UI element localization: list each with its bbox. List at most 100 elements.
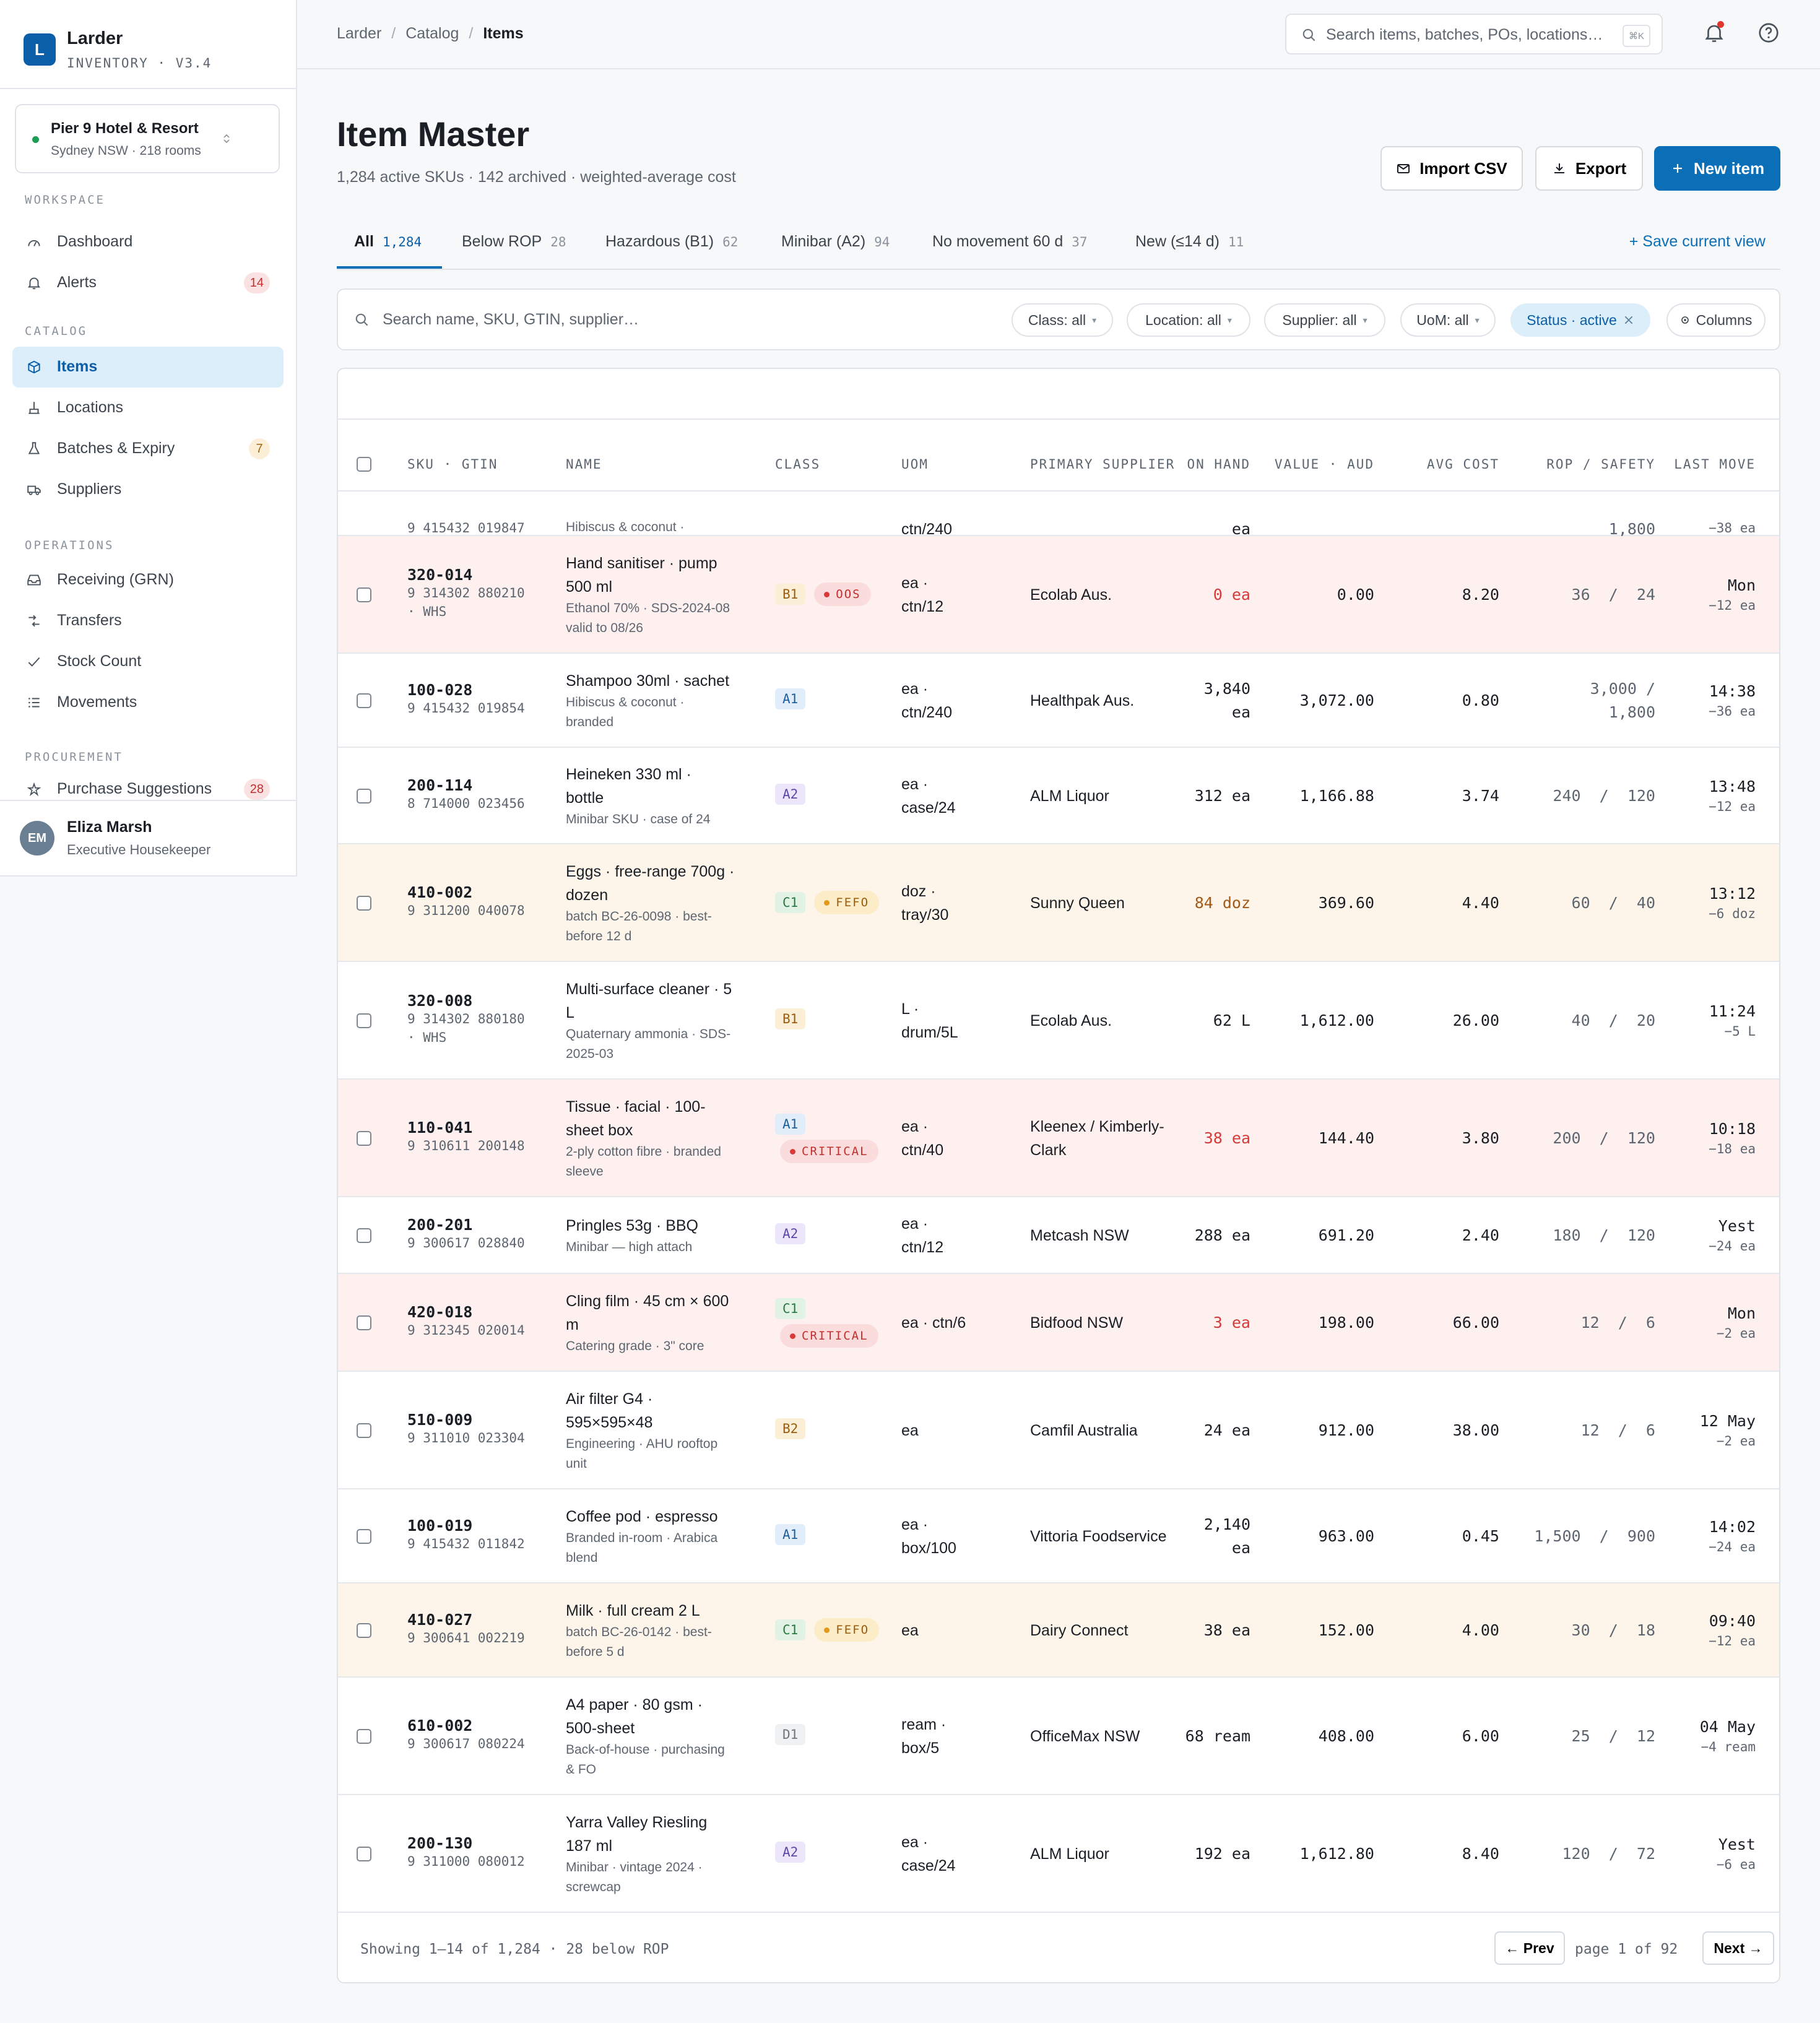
sidebar-item-batches-expiry[interactable]: Batches & Expiry 7	[12, 428, 284, 469]
row-checkbox[interactable]	[357, 1847, 371, 1861]
item-name[interactable]: 500 ml	[566, 578, 613, 596]
filter-uom[interactable]: UoM: all ▾	[1400, 303, 1496, 337]
close-icon[interactable]	[1623, 314, 1634, 326]
supplier-name[interactable]: Kleenex / Kimberly-	[1030, 1118, 1164, 1135]
tab-all[interactable]: All 1,284	[354, 233, 422, 269]
item-name[interactable]: Eggs · free-range 700g ·	[566, 863, 735, 880]
sidebar-item-receiving-grn[interactable]: Receiving (GRN)	[12, 560, 284, 600]
item-name[interactable]: Cling film · 45 cm × 600	[566, 1293, 729, 1310]
table-row[interactable]: 410-002 9 311200 040078 Eggs · free-range …	[338, 844, 1779, 962]
sku[interactable]: 510-009	[407, 1411, 473, 1429]
tab-below-rop[interactable]: Below ROP 28	[462, 233, 566, 269]
sidebar-item-alerts[interactable]: Alerts 14	[12, 262, 284, 303]
filter-class[interactable]: Class: all ▾	[1012, 303, 1113, 337]
sidebar-item-movements[interactable]: Movements	[12, 682, 284, 723]
breadcrumb-larder[interactable]: Larder	[337, 25, 382, 42]
table-search-input[interactable]: Search name, SKU, GTIN, supplier…	[383, 311, 639, 328]
sku[interactable]: 420-018	[407, 1303, 473, 1321]
sku[interactable]: 410-002	[407, 883, 473, 901]
import-csv-button[interactable]: Import CSV	[1380, 146, 1523, 191]
row-checkbox[interactable]	[357, 1013, 371, 1028]
item-name[interactable]: Air filter G4 ·	[566, 1390, 653, 1408]
supplier-name[interactable]: Clark	[1030, 1141, 1067, 1159]
item-name[interactable]: Hand sanitiser · pump	[566, 555, 717, 572]
column-header[interactable]: LAST MOVE	[1674, 457, 1756, 472]
column-header[interactable]: ROP / SAFETY	[1546, 457, 1655, 472]
column-header[interactable]: ON HAND	[1187, 457, 1250, 472]
row-checkbox[interactable]	[357, 789, 371, 804]
table-row[interactable]: 320-014 9 314302 880210 · WHS Hand sanitise…	[338, 536, 1779, 654]
item-name[interactable]: L	[566, 1004, 574, 1021]
column-header[interactable]: CLASS	[775, 457, 821, 472]
sku[interactable]: 410-027	[407, 1611, 473, 1629]
new-item-button[interactable]: New item	[1654, 146, 1780, 191]
item-name[interactable]: Heineken 330 ml ·	[566, 766, 691, 783]
sidebar-item-purchase-suggestions[interactable]: Purchase Suggestions 28	[12, 769, 284, 810]
supplier-name[interactable]: Ecolab Aus.	[1030, 1012, 1112, 1029]
column-header[interactable]: UOM	[901, 457, 929, 472]
item-name[interactable]: 500-sheet	[566, 1720, 635, 1737]
global-search-input[interactable]: Search items, batches, POs, locations… ⌘…	[1285, 14, 1663, 54]
supplier-name[interactable]: ALM Liquor	[1030, 787, 1109, 805]
column-header[interactable]: SKU · GTIN	[407, 457, 498, 472]
supplier-name[interactable]: Bidfood NSW	[1030, 1314, 1124, 1332]
table-row[interactable]: 100-019 9 415432 011842 Coffee pod · espre…	[338, 1489, 1779, 1583]
table-row[interactable]: 200-114 8 714000 023456 Heineken 330 ml · b…	[338, 748, 1779, 844]
item-name[interactable]: A4 paper · 80 gsm ·	[566, 1696, 703, 1713]
user-profile[interactable]: EM Eliza Marsh Executive Housekeeper	[0, 800, 296, 875]
sku[interactable]: 320-014	[407, 566, 473, 584]
filter-status-active[interactable]: Status · active	[1510, 303, 1650, 337]
supplier-name[interactable]: Sunny Queen	[1030, 895, 1125, 912]
property-switcher[interactable]: Pier 9 Hotel & Resort Sydney NSW · 218 r…	[15, 104, 280, 173]
row-checkbox[interactable]	[357, 1131, 371, 1146]
column-header[interactable]: VALUE · AUD	[1274, 457, 1374, 472]
filter-location[interactable]: Location: all ▾	[1127, 303, 1250, 337]
sidebar-item-stock-count[interactable]: Stock Count	[12, 641, 284, 682]
table-row[interactable]: 420-018 9 312345 020014 Cling film · 45 cm…	[338, 1274, 1779, 1372]
row-checkbox[interactable]	[357, 1623, 371, 1638]
supplier-name[interactable]: Vittoria Foodservice	[1030, 1528, 1167, 1545]
table-row[interactable]: 610-002 9 300617 080224 A4 paper · 80 gsm …	[338, 1678, 1779, 1795]
sku[interactable]: 320-008	[407, 992, 473, 1010]
sidebar-item-locations[interactable]: Locations	[12, 388, 284, 428]
table-row[interactable]: 410-027 9 300641 002219 Milk · full cream …	[338, 1583, 1779, 1678]
sidebar-item-transfers[interactable]: Transfers	[12, 600, 284, 641]
sku[interactable]: 100-019	[407, 1517, 473, 1535]
table-row[interactable]: 510-009 9 311010 023304 Air filter G4 · 595…	[338, 1372, 1779, 1489]
sku[interactable]: 200-201	[407, 1216, 473, 1234]
row-checkbox[interactable]	[357, 1228, 371, 1243]
item-name[interactable]: Coffee pod · espresso	[566, 1508, 718, 1525]
row-checkbox[interactable]	[357, 1729, 371, 1744]
item-name[interactable]: sheet box	[566, 1122, 633, 1139]
supplier-name[interactable]: Ecolab Aus.	[1030, 586, 1112, 604]
supplier-name[interactable]: ALM Liquor	[1030, 1845, 1109, 1863]
row-checkbox[interactable]	[357, 1423, 371, 1438]
next-page-button[interactable]: Next →	[1702, 1931, 1774, 1965]
sidebar-item-suppliers[interactable]: Suppliers	[12, 469, 284, 510]
table-row[interactable]: 200-130 9 311000 080012 Yarra Valley Riesl…	[338, 1795, 1779, 1913]
item-name[interactable]: bottle	[566, 789, 604, 807]
sku[interactable]: 610-002	[407, 1717, 473, 1735]
select-all-checkbox[interactable]	[357, 457, 371, 472]
tab-no-movement-60-d[interactable]: No movement 60 d 37	[932, 233, 1088, 269]
sku[interactable]: 110-041	[407, 1119, 473, 1137]
row-checkbox[interactable]	[357, 693, 371, 708]
supplier-name[interactable]: Healthpak Aus.	[1030, 692, 1135, 709]
sku[interactable]: 200-130	[407, 1834, 473, 1852]
columns-button[interactable]: Columns	[1666, 303, 1766, 337]
save-view-link[interactable]: + Save current view	[1629, 233, 1766, 250]
supplier-name[interactable]: Camfil Australia	[1030, 1422, 1138, 1439]
sidebar-item-dashboard[interactable]: Dashboard	[12, 222, 284, 262]
table-row[interactable]: 110-041 9 310611 200148 Tissue · facial · …	[338, 1080, 1779, 1197]
item-name[interactable]: 187 ml	[566, 1837, 613, 1855]
tab-hazardous-b1[interactable]: Hazardous (B1) 62	[605, 233, 738, 269]
breadcrumb-catalog[interactable]: Catalog	[405, 25, 459, 42]
help-icon[interactable]	[1757, 21, 1780, 45]
item-name[interactable]: Shampoo 30ml · sachet	[566, 672, 730, 690]
item-name[interactable]: Multi-surface cleaner · 5	[566, 981, 732, 998]
table-row[interactable]: 100-028 9 415432 019854 Shampoo 30ml · sac…	[338, 654, 1779, 748]
item-name[interactable]: Tissue · facial · 100-	[566, 1098, 706, 1115]
prev-page-button[interactable]: ← Prev	[1494, 1931, 1565, 1965]
item-name[interactable]: dozen	[566, 886, 609, 904]
row-checkbox[interactable]	[357, 1529, 371, 1544]
